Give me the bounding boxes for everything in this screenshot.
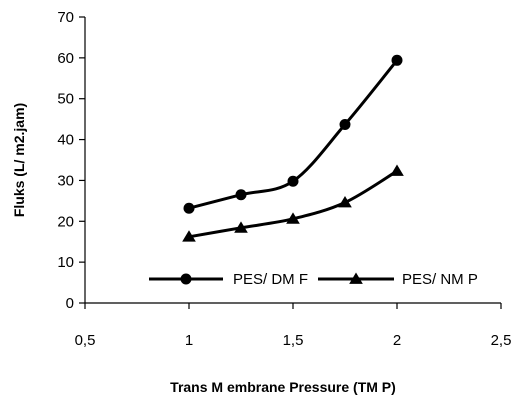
x-axis-ticks: 0,5 1 1,5 2 2,5 — [75, 303, 512, 349]
data-point-circle — [391, 54, 403, 66]
y-tick-label: 70 — [57, 9, 74, 26]
x-tick-label: 2 — [393, 332, 401, 349]
y-axis-ticks: 0 10 20 30 40 50 60 70 — [57, 9, 85, 312]
y-tick-label: 30 — [57, 172, 74, 189]
data-point-triangle — [390, 164, 404, 176]
legend-circle-marker — [180, 273, 192, 285]
x-tick-label: 1,5 — [283, 332, 304, 349]
data-point-triangle — [338, 195, 352, 208]
data-point-circle — [183, 202, 195, 214]
y-tick-label: 60 — [57, 50, 74, 67]
x-tick-label: 1 — [185, 332, 193, 349]
data-point-triangle — [182, 230, 196, 242]
series-layer — [182, 54, 404, 242]
data-point-circle — [339, 118, 351, 130]
legend-item: PES/ NM P — [318, 271, 478, 288]
series-2 — [182, 164, 404, 242]
x-axis-title: Trans M embrane Pressure (TM P) — [170, 379, 396, 395]
legend-item: PES/ DM F — [149, 271, 308, 288]
legend-label: PES/ NM P — [402, 271, 478, 288]
y-tick-label: 40 — [57, 132, 74, 149]
series-1 — [183, 54, 403, 214]
data-point-circle — [287, 175, 299, 187]
chart-axes — [84, 17, 501, 304]
chart-legend: PES/ DM F PES/ NM P — [149, 271, 478, 288]
x-tick-label: 2,5 — [491, 332, 512, 349]
legend-triangle-marker — [349, 272, 363, 284]
y-tick-label: 0 — [66, 295, 74, 312]
data-point-triangle — [286, 212, 300, 224]
y-axis-title: Fluks (L/ m2.jam) — [11, 103, 27, 217]
y-tick-label: 20 — [57, 213, 74, 230]
legend-label: PES/ DM F — [233, 271, 308, 288]
y-tick-label: 10 — [57, 254, 74, 271]
data-point-circle — [235, 189, 247, 201]
data-point-triangle — [234, 221, 248, 233]
x-tick-label: 0,5 — [75, 332, 96, 349]
y-tick-label: 50 — [57, 91, 74, 108]
